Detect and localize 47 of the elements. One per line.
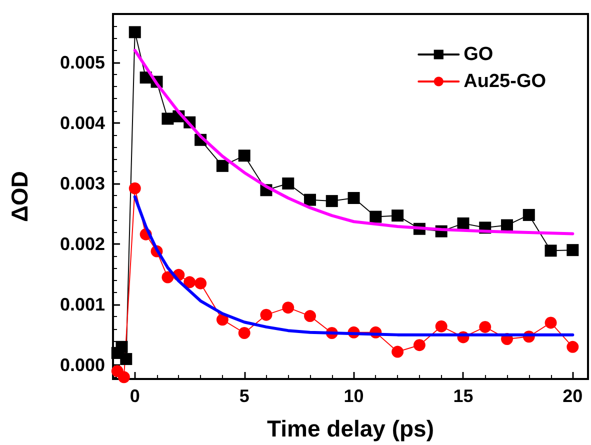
point — [128, 182, 141, 194]
point — [392, 346, 404, 358]
point — [282, 177, 294, 190]
point — [128, 26, 141, 38]
y-tick-label: 0.002 — [60, 234, 105, 254]
point — [282, 302, 294, 314]
point — [184, 276, 196, 288]
point — [566, 244, 579, 256]
x-tick-label: 0 — [130, 386, 140, 406]
point — [544, 316, 557, 329]
legend-label: Au25-GO — [464, 71, 546, 92]
point — [413, 339, 426, 352]
y-tick-label: 0.000 — [60, 355, 105, 376]
point — [544, 244, 557, 257]
point — [479, 320, 492, 333]
x-tick-label: 20 — [562, 386, 583, 406]
point — [522, 208, 535, 221]
point — [304, 194, 316, 206]
point — [118, 371, 130, 384]
point — [238, 150, 250, 162]
point — [238, 327, 250, 339]
point — [326, 195, 338, 208]
legend-label: GO — [464, 44, 494, 65]
point — [120, 353, 132, 366]
point — [566, 340, 579, 353]
y-tick-label: 0.005 — [60, 52, 105, 72]
point — [501, 219, 514, 232]
point — [348, 192, 360, 204]
x-tick-label: 10 — [344, 386, 364, 406]
point — [392, 210, 404, 222]
x-tick-label: 5 — [239, 386, 250, 406]
point — [260, 308, 272, 321]
point — [304, 310, 316, 322]
y-tick-label: 0.004 — [60, 112, 105, 133]
point — [216, 160, 228, 172]
point — [162, 271, 174, 284]
point — [457, 217, 470, 230]
y-tick-label: 0.001 — [60, 294, 105, 315]
point — [435, 320, 448, 332]
y-tick-label: 0.003 — [60, 173, 105, 194]
point — [116, 340, 128, 353]
x-tick-label: 15 — [453, 386, 474, 406]
y-axis-title: ΔOD — [6, 170, 32, 222]
point — [370, 210, 382, 223]
point — [194, 277, 207, 290]
x-axis-title: Time delay (ps) — [266, 416, 434, 442]
point — [162, 112, 174, 125]
